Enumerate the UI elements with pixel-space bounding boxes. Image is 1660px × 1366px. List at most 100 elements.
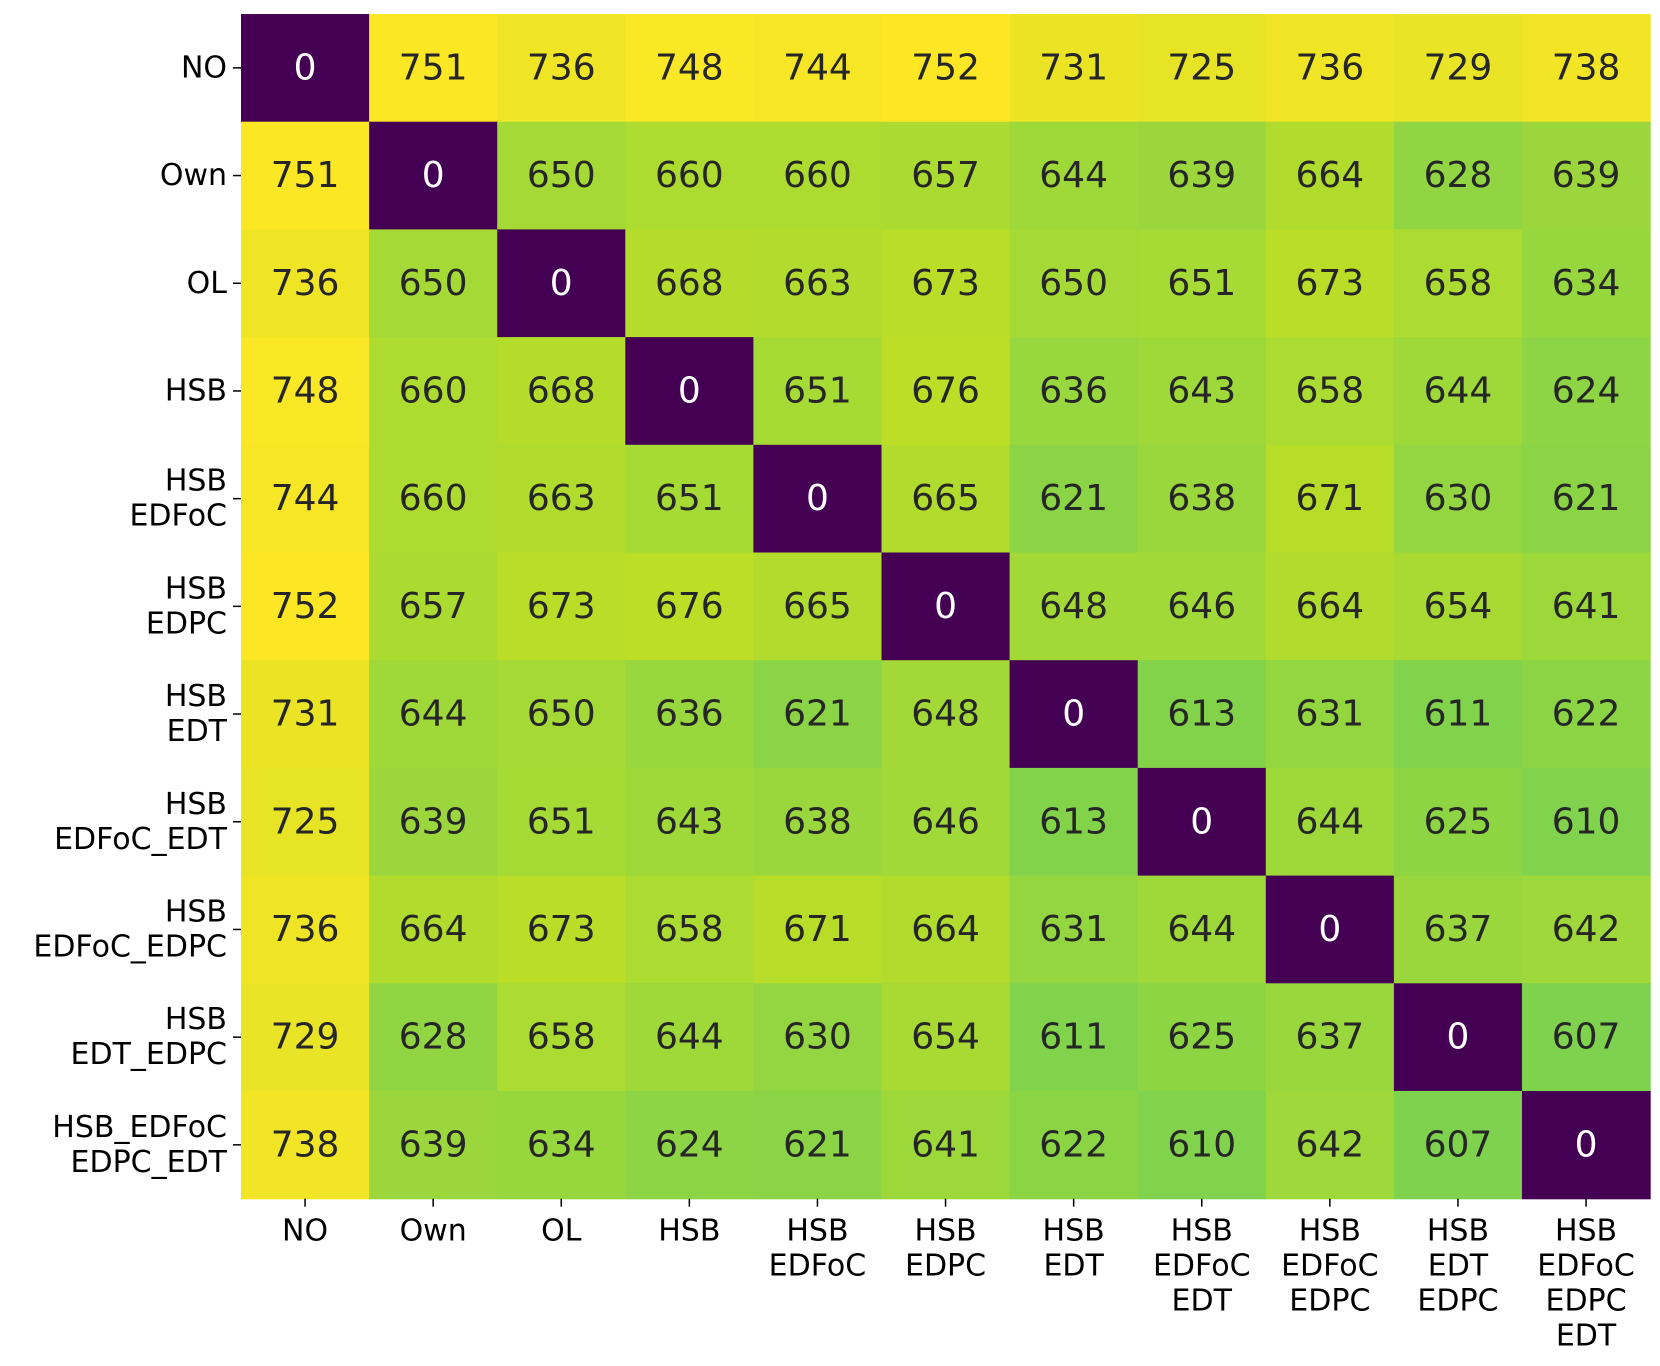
cell-value-label: 660 <box>399 370 468 411</box>
cell-value-label: 642 <box>1295 1124 1364 1165</box>
cell-value-label: 751 <box>271 155 340 196</box>
cell-value-label: 631 <box>1295 694 1364 735</box>
x-tick-label: EDFoC <box>1537 1249 1635 1284</box>
heatmap-cell <box>625 229 754 338</box>
heatmap-cell <box>753 121 883 230</box>
cell-value-label: 657 <box>399 586 468 627</box>
cell-value-label: 673 <box>911 263 980 304</box>
cell-value-label: 621 <box>783 1124 852 1165</box>
cell-value-label: 664 <box>399 909 468 950</box>
cell-value-label: 651 <box>527 801 596 842</box>
cell-value-label: 660 <box>399 478 468 519</box>
heatmap-cell <box>881 229 1011 338</box>
heatmap-cell <box>1009 660 1139 769</box>
heatmap-cell <box>753 983 883 1092</box>
cell-value-label: 644 <box>1295 801 1364 842</box>
x-tick-label: EDFoC <box>1153 1249 1251 1284</box>
cell-value-label: 657 <box>911 155 980 196</box>
x-tick-label: OL <box>541 1214 582 1249</box>
cell-value-label: 650 <box>399 263 468 304</box>
cell-value-label: 638 <box>783 801 852 842</box>
y-tick-label: HSB_EDFoC <box>52 1110 227 1145</box>
cell-value-label: 639 <box>399 801 468 842</box>
heatmap-cell <box>369 337 498 446</box>
cell-value-label: 644 <box>1167 909 1236 950</box>
heatmap-cell <box>497 229 626 338</box>
heatmap-cell <box>625 444 754 554</box>
heatmap-cell <box>881 1091 1011 1200</box>
x-tick-label: HSB <box>1555 1214 1617 1249</box>
heatmap-cell <box>625 767 754 877</box>
y-tick-label: HSB <box>165 787 227 822</box>
heatmap-cell <box>497 337 626 446</box>
cell-value-label: 673 <box>527 909 596 950</box>
cell-value-label: 744 <box>783 47 852 88</box>
heatmap-cell <box>1265 875 1395 984</box>
y-tick-label: EDT_EDPC <box>71 1037 227 1072</box>
cell-value-label: 751 <box>399 47 468 88</box>
cell-value-label: 0 <box>1446 1017 1469 1058</box>
cell-value-label: 646 <box>911 801 980 842</box>
heatmap-cell <box>369 983 498 1092</box>
heatmap-cell <box>497 1091 626 1200</box>
heatmap-cell <box>625 121 754 230</box>
cell-value-label: 641 <box>911 1124 980 1165</box>
cell-value-label: 611 <box>1039 1017 1108 1058</box>
heatmap-cell <box>753 229 883 338</box>
cell-value-label: 676 <box>655 586 724 627</box>
cell-value-label: 644 <box>399 694 468 735</box>
heatmap-cell <box>1137 14 1267 123</box>
heatmap-cell <box>881 983 1011 1092</box>
heatmap-cell <box>881 660 1011 769</box>
heatmap-cell <box>241 444 370 554</box>
cell-value-label: 637 <box>1424 909 1493 950</box>
x-tick-label: EDT <box>1428 1249 1489 1284</box>
cell-value-label: 621 <box>1039 478 1108 519</box>
cell-value-label: 613 <box>1039 801 1108 842</box>
heatmap-cell <box>1265 983 1395 1092</box>
x-tick-label: HSB <box>1171 1214 1233 1249</box>
heatmap-cell <box>497 552 626 661</box>
cell-value-label: 748 <box>271 370 340 411</box>
heatmap-cell <box>1009 444 1139 554</box>
heatmap-cell <box>1393 767 1523 877</box>
cell-value-label: 636 <box>655 694 724 735</box>
heatmap-cell <box>753 767 883 877</box>
heatmap-cell <box>1265 767 1395 877</box>
cell-value-label: 725 <box>1167 47 1236 88</box>
cell-value-label: 673 <box>527 586 596 627</box>
cell-value-label: 646 <box>1167 586 1236 627</box>
heatmap-cell <box>1393 875 1523 984</box>
x-tick-label: NO <box>282 1214 328 1249</box>
cell-value-label: 658 <box>1295 370 1364 411</box>
heatmap-cell <box>1137 660 1267 769</box>
cell-value-label: 648 <box>911 694 980 735</box>
cell-value-label: 0 <box>1190 801 1213 842</box>
cell-value-label: 671 <box>783 909 852 950</box>
cell-value-label: 736 <box>271 263 340 304</box>
cell-value-label: 664 <box>1295 586 1364 627</box>
heatmap-cell <box>1137 767 1267 877</box>
heatmap-cell <box>1265 229 1395 338</box>
cell-value-label: 665 <box>783 586 852 627</box>
cell-value-label: 663 <box>527 478 596 519</box>
heatmap-cell <box>1522 875 1651 984</box>
cell-value-label: 654 <box>911 1017 980 1058</box>
heatmap-cell <box>369 552 498 661</box>
cell-value-label: 654 <box>1424 586 1493 627</box>
heatmap-cell <box>1009 983 1139 1092</box>
heatmap-cell <box>369 121 498 230</box>
heatmap-cell <box>1009 1091 1139 1200</box>
x-tick-label: EDPC <box>1417 1284 1498 1319</box>
heatmap-cell <box>1393 660 1523 769</box>
heatmap-cell <box>1522 337 1651 446</box>
cell-value-label: 607 <box>1552 1017 1621 1058</box>
heatmap-cell <box>241 229 370 338</box>
cell-value-label: 673 <box>1295 263 1364 304</box>
heatmap-cell <box>881 444 1011 554</box>
heatmap-cell <box>1393 983 1523 1092</box>
x-tick-label: EDFoC <box>1281 1249 1379 1284</box>
cell-value-label: 643 <box>655 801 724 842</box>
cell-value-label: 729 <box>271 1017 340 1058</box>
